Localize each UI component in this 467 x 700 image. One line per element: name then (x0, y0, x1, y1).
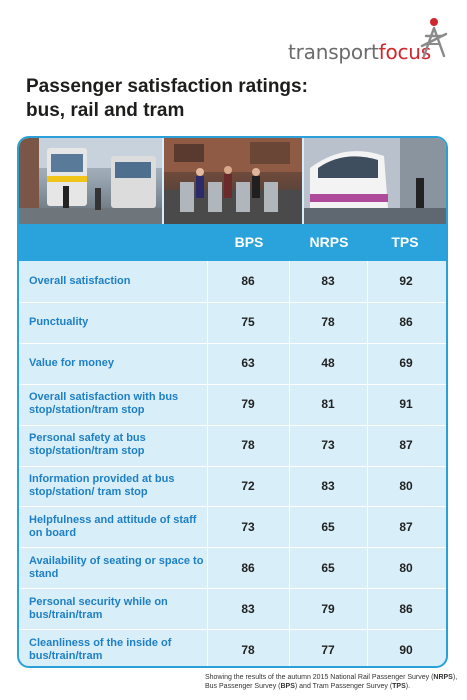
page-title: Passenger satisfaction ratings: bus, rai… (26, 75, 446, 123)
table-row: Overall satisfaction with bus stop/stati… (19, 384, 446, 425)
value-cell-tps: 86 (399, 315, 413, 330)
value-cell-bps: 86 (241, 274, 255, 289)
tram-photo (304, 138, 446, 224)
column-divider (367, 261, 368, 666)
value-cell-tps: 86 (399, 601, 413, 616)
value-cell-nrps: 79 (321, 601, 335, 616)
value-cell-nrps: 78 (321, 315, 335, 330)
table-row: Personal security while on bus/train/tra… (19, 588, 446, 629)
source-footnote: Showing the results of the autumn 2015 N… (205, 673, 460, 691)
value-cell-bps: 86 (241, 560, 255, 575)
value-cell-bps: 72 (241, 478, 255, 493)
value-cell-nrps: 83 (321, 274, 335, 289)
value-cell-tps: 90 (399, 642, 413, 657)
people-mark-icon (420, 18, 448, 58)
value-cell-tps: 69 (399, 356, 413, 371)
footnote-text: ). (405, 683, 411, 690)
value-cell-nrps: 65 (321, 560, 335, 575)
row-label: Availability of seating or space to stan… (29, 554, 204, 580)
row-divider (19, 342, 446, 344)
logo-word-transport: transport (288, 40, 379, 64)
logo-wordmark: transportfocus (288, 40, 431, 64)
value-cell-bps: 78 (241, 642, 255, 657)
row-label: Overall satisfaction (29, 275, 131, 287)
row-divider (19, 506, 446, 508)
value-cell-bps: 78 (241, 438, 255, 453)
ratings-table-card: BPS NRPS TPS Overall satisfaction 86 83 92 P… (17, 136, 448, 668)
value-cell-tps: 87 (399, 519, 413, 534)
value-cell-tps: 80 (399, 560, 413, 575)
logo-word-focus: focus (378, 40, 432, 64)
value-cell-nrps: 77 (321, 642, 335, 657)
value-cell-nrps: 83 (321, 478, 335, 493)
column-header-bps: BPS (234, 234, 264, 250)
value-cell-tps: 91 (399, 397, 413, 412)
row-divider (19, 547, 446, 549)
row-label: Punctuality (29, 315, 89, 328)
row-divider (19, 588, 446, 590)
footnote-nrps: NRPS (433, 674, 453, 681)
row-label: Value for money (29, 356, 114, 369)
row-divider (19, 465, 446, 467)
footnote-text: ), Bus Passenger Survey ( (205, 674, 458, 690)
value-cell-bps: 75 (241, 315, 255, 330)
bus-street-photo (19, 138, 162, 224)
table-row: Personal safety at bus stop/station/tram… (19, 425, 446, 466)
value-cell-nrps: 81 (321, 397, 335, 412)
footnote-text: ) and Tram Passenger Survey ( (294, 683, 393, 690)
column-header-nrps: NRPS (309, 234, 349, 250)
column-header-bar (19, 224, 446, 261)
value-cell-bps: 63 (241, 356, 255, 371)
row-label: Helpfulness and attitude of staff on boa… (29, 513, 197, 539)
value-cell-bps: 79 (241, 397, 255, 412)
row-divider (19, 383, 446, 385)
table-row: Cleanliness of the inside of bus/train/t… (19, 629, 446, 666)
table-row: Helpfulness and attitude of staff on boa… (19, 506, 446, 547)
value-cell-bps: 83 (241, 601, 255, 616)
footnote-text: Showing the results of the autumn 2015 N… (205, 674, 434, 681)
row-label: Information provided at bus stop/station… (29, 473, 175, 498)
row-divider (19, 629, 446, 631)
table-row: Overall satisfaction 86 83 92 (19, 261, 446, 302)
value-cell-nrps: 48 (321, 356, 335, 371)
table-row: Availability of seating or space to stan… (19, 547, 446, 588)
row-label: Overall satisfaction with bus stop/stati… (29, 391, 179, 417)
footnote-bps: BPS (280, 683, 295, 690)
title-line-2: bus, rail and tram (26, 100, 185, 121)
title-line-1: Passenger satisfaction ratings: (26, 76, 308, 97)
transportfocus-logo: transportfocus (288, 16, 460, 64)
value-cell-bps: 73 (241, 519, 255, 534)
table-row: Information provided at bus stop/station… (19, 466, 446, 507)
row-label: Personal safety at bus stop/station/tram… (29, 432, 146, 458)
row-divider (19, 301, 446, 303)
photo-strip (19, 138, 446, 224)
footnote-tps: TPS (392, 683, 406, 690)
station-gates-photo (164, 138, 302, 224)
value-cell-nrps: 73 (321, 438, 335, 453)
row-divider (19, 424, 446, 426)
value-cell-nrps: 65 (321, 519, 335, 534)
value-cell-tps: 80 (399, 478, 413, 493)
value-cell-tps: 92 (399, 274, 413, 289)
row-label: Personal security while on bus/train/tra… (29, 595, 168, 621)
column-divider (207, 261, 208, 666)
column-divider (289, 261, 290, 666)
row-label: Cleanliness of the inside of bus/train/t… (29, 636, 172, 662)
table-row: Punctuality 75 78 86 (19, 302, 446, 343)
table-row: Value for money 63 48 69 (19, 343, 446, 384)
value-cell-tps: 87 (399, 438, 413, 453)
column-header-tps: TPS (391, 234, 419, 250)
